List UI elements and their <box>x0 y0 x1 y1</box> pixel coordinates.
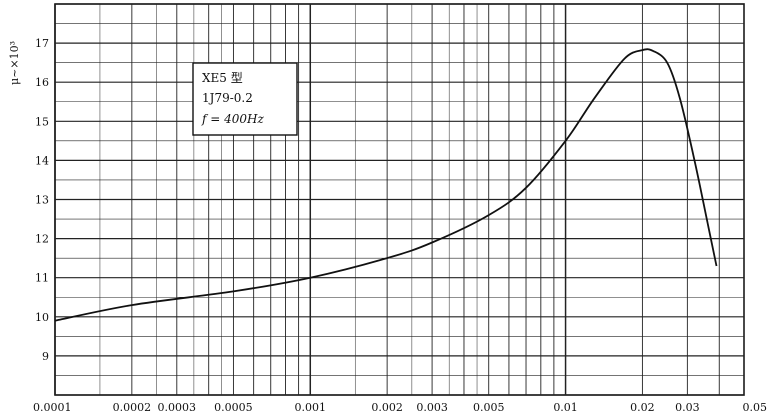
y-tick-labels: 9 10 11 12 13 14 15 16 17 <box>35 37 49 363</box>
x-tick-label: 0.02 <box>630 401 655 414</box>
x-tick-label: 0.05 <box>743 401 768 414</box>
annotation-line-1: XE5 型 <box>202 71 243 85</box>
annotation-box: XE5 型 1J79-0.2 f = 400Hz <box>192 62 298 136</box>
x-tick-label: 0.003 <box>416 401 448 414</box>
x-tick-label: 0.0001 <box>33 401 72 414</box>
x-tick-label: 0.005 <box>473 401 505 414</box>
x-tick-label: 0.0005 <box>214 401 253 414</box>
grid-major <box>54 4 744 395</box>
annotation-line-3: f = 400Hz <box>201 112 264 126</box>
y-tick-label: 14 <box>35 154 49 167</box>
y-tick-label: 15 <box>35 115 49 128</box>
series-line <box>54 48 718 322</box>
grid-minor <box>55 4 745 395</box>
x-tick-label: 0.002 <box>371 401 403 414</box>
x-tick-label: 0.0003 <box>158 401 197 414</box>
y-tick-label: 17 <box>35 37 49 50</box>
y-tick-label: 9 <box>42 350 49 363</box>
annotation-line-2: 1J79-0.2 <box>202 91 253 105</box>
x-tick-label: 0.0002 <box>113 401 152 414</box>
x-tick-label: 0.03 <box>675 401 700 414</box>
y-tick-label: 12 <box>35 233 49 246</box>
y-tick-label: 11 <box>35 272 49 285</box>
x-tick-labels: 0.0001 0.0002 0.0003 0.0005 0.001 0.002 0.003 0… <box>33 401 767 414</box>
y-tick-label: 13 <box>35 194 49 207</box>
x-tick-label: 0.001 <box>295 401 327 414</box>
y-tick-label: 10 <box>35 311 49 324</box>
x-tick-label: 0.01 <box>553 401 578 414</box>
y-axis-label: μ~×10³ <box>8 41 21 85</box>
y-tick-label: 16 <box>35 76 49 89</box>
